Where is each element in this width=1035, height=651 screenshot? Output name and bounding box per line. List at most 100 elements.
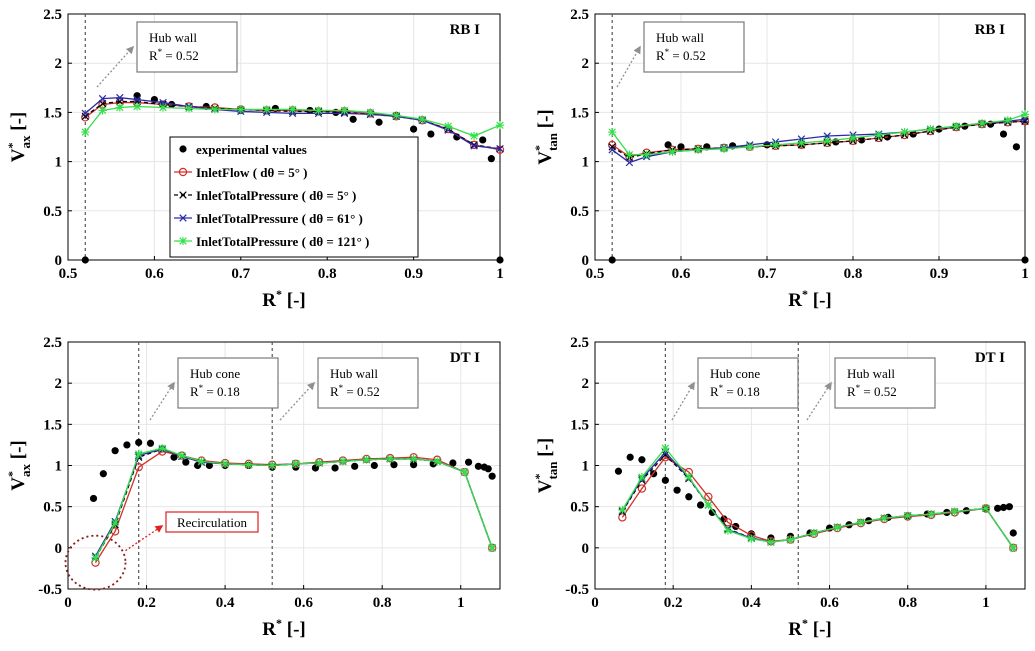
data-point [81,127,90,137]
data-point [950,507,959,516]
plot-frame [67,13,501,261]
x-tick-label: 0 [64,595,72,611]
data-point [390,461,398,469]
data-point [977,119,987,128]
y-tick-label: 0 [55,253,63,269]
data-point [410,125,418,133]
data-point [747,534,756,543]
legend-label: experimental values [196,142,307,157]
x-tick-label: 0.6 [672,266,691,282]
y-axis-label: V*ax [-] [5,112,33,162]
x-tick-label: 0.7 [231,266,250,282]
data-point [496,145,504,153]
data-point [469,140,479,150]
data-point [614,467,623,475]
data-point [197,457,206,466]
data-point [331,464,339,472]
x-tick-label: 0.2 [664,595,683,611]
series-line [611,120,1026,159]
recirculation-arrow [125,525,164,552]
data-point [362,455,371,464]
svg-text:Hub cone: Hub cone [190,366,240,381]
data-point [608,143,616,151]
series-itp121 [81,102,505,141]
series-experimental [608,120,1029,264]
data-point [723,526,733,535]
y-tick-label: 0 [55,541,63,557]
data-point [98,106,107,115]
legend-marker [179,145,187,153]
data-point [444,122,453,131]
data-point [184,104,194,113]
data-point [385,454,395,464]
data-point [99,470,107,478]
data-point [1009,543,1018,552]
data-point [661,476,669,484]
x-tick-label: 1 [982,595,990,611]
legend-marker [179,214,187,222]
data-point [170,453,178,461]
series-itp121 [608,110,1030,159]
annotation-arrow [616,45,641,88]
data-point [177,451,186,460]
legend-entry: experimental values [179,142,307,157]
data-point [392,111,401,120]
y-tick-label: 1 [582,459,590,475]
svg-text:R* = 0.18: R* = 0.18 [190,383,240,399]
data-point [460,467,469,477]
panel-title: DT I [450,350,480,366]
panel-title: RB I [450,22,481,38]
data-point [952,122,961,131]
x-tick-label: 0.5 [586,266,605,282]
x-tick-label: 1 [1021,266,1029,282]
data-point [474,462,482,470]
data-point [81,256,89,264]
y-tick-label: 2 [582,56,590,72]
y-axis-label: V*tan [-] [532,109,560,165]
y-tick-label: 0.5 [43,204,62,220]
data-point [1005,503,1013,511]
x-axis-label: R* [-] [262,616,305,640]
y-tick-label: 1 [55,459,63,475]
data-point [470,141,478,149]
data-point [123,441,131,449]
data-point [244,460,253,469]
data-point [608,256,616,264]
data-point [338,457,348,466]
svg-text:R* = 0.52: R* = 0.52 [847,383,897,399]
x-tick-label: 0.6 [820,595,839,611]
data-point [488,472,496,480]
data-point [637,472,647,482]
data-point [625,158,634,167]
series-experimental [89,438,496,503]
svg-text:V*ax [-]: V*ax [-] [5,112,33,162]
data-point [823,136,832,146]
data-point [429,460,437,468]
y-tick-label: 2 [582,376,590,392]
data-point [786,535,795,544]
data-point [981,504,991,513]
data-point [111,447,119,455]
annotation-hub-cone: Hub cone R* = 0.18 [177,357,279,409]
legend-marker [178,167,188,177]
data-point [479,136,487,144]
svg-text:R* [-]: R* [-] [262,616,305,640]
data-point [1021,256,1029,264]
data-point [999,503,1008,512]
panel-title: RB I [975,22,1006,38]
data-point [236,105,245,114]
data-point [349,115,357,123]
data-point [314,106,323,115]
svg-text:Hub wall: Hub wall [330,366,378,381]
data-point [340,106,349,115]
data-point [182,458,190,466]
data-point [608,127,617,137]
svg-text:R* [-]: R* [-] [262,287,305,311]
y-tick-label: 2.5 [43,7,62,23]
annotation-hub-wall: Hub wall R* = 0.52 [136,21,238,73]
data-point [135,438,143,447]
panel-dt_vtan: 0 0.2 0.4 0.6 0.8 1-0.500.511.522.5DT IR* [-]… [532,335,1026,640]
data-point [694,145,703,154]
data-point [469,131,479,141]
panel-rb_vax: 0.5 0.6 0.7 0.8 0.9 100.511.522.5RB IR* [-]V*… [5,7,505,311]
